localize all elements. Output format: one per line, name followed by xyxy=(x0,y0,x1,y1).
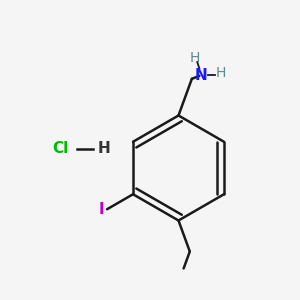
Text: N: N xyxy=(194,68,207,83)
Text: I: I xyxy=(98,202,104,217)
Text: H: H xyxy=(215,67,226,80)
Text: H: H xyxy=(190,51,200,65)
Text: H: H xyxy=(98,141,111,156)
Text: Cl: Cl xyxy=(52,141,68,156)
